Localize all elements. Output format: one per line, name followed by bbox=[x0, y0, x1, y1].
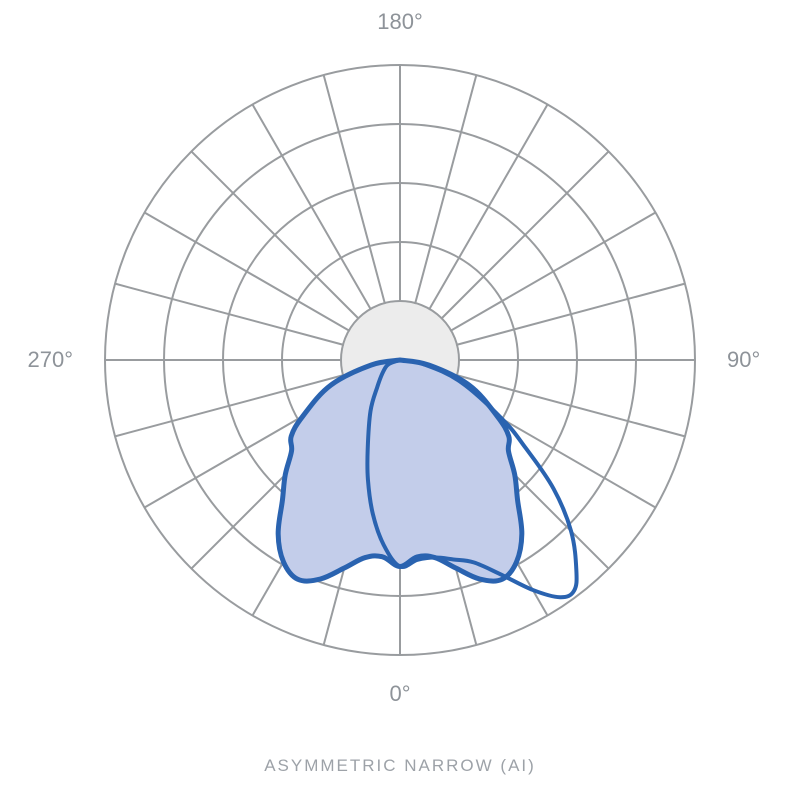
angle-label: 90° bbox=[727, 347, 760, 372]
chart-caption: ASYMMETRIC NARROW (AI) bbox=[0, 756, 800, 776]
polar-chart-container: { "chart": { "type": "polar-photometric"… bbox=[0, 0, 800, 800]
angle-label: 0° bbox=[389, 681, 410, 706]
angle-label: 180° bbox=[377, 9, 423, 34]
angle-label: 270° bbox=[27, 347, 73, 372]
polar-chart-svg: 180° 270° 90° 0° bbox=[0, 0, 800, 800]
